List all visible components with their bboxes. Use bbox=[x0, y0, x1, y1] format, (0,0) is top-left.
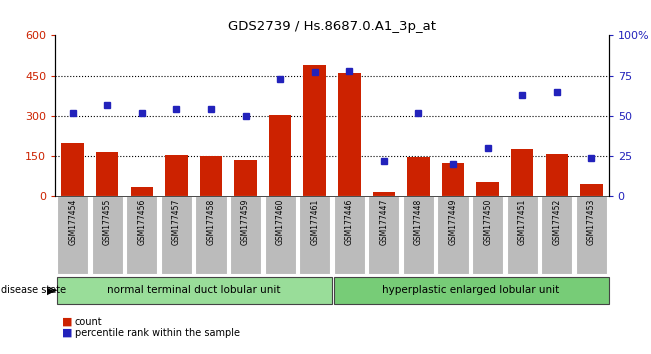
Bar bbox=[472, 196, 503, 274]
Text: ▶: ▶ bbox=[47, 285, 55, 295]
Text: disease state: disease state bbox=[1, 285, 66, 295]
Bar bbox=[131, 187, 153, 196]
Bar bbox=[408, 157, 430, 196]
Bar bbox=[264, 196, 296, 274]
Bar bbox=[338, 73, 361, 196]
Text: ■: ■ bbox=[62, 317, 72, 327]
Bar bbox=[57, 277, 332, 304]
Bar bbox=[161, 196, 192, 274]
Title: GDS2739 / Hs.8687.0.A1_3p_at: GDS2739 / Hs.8687.0.A1_3p_at bbox=[228, 20, 436, 33]
Bar bbox=[334, 277, 609, 304]
Text: GSM177453: GSM177453 bbox=[587, 199, 596, 245]
Bar bbox=[234, 160, 256, 196]
Text: GSM177452: GSM177452 bbox=[552, 199, 561, 245]
Bar bbox=[126, 196, 158, 274]
Text: normal terminal duct lobular unit: normal terminal duct lobular unit bbox=[107, 285, 281, 295]
Bar bbox=[580, 184, 603, 196]
Bar bbox=[403, 196, 434, 274]
Text: GSM177455: GSM177455 bbox=[103, 199, 112, 245]
Text: hyperplastic enlarged lobular unit: hyperplastic enlarged lobular unit bbox=[381, 285, 559, 295]
Bar bbox=[269, 115, 292, 196]
Bar bbox=[230, 196, 261, 274]
Bar bbox=[437, 196, 469, 274]
Text: GSM177451: GSM177451 bbox=[518, 199, 527, 245]
Bar bbox=[299, 196, 330, 274]
Bar bbox=[477, 182, 499, 196]
Bar bbox=[442, 163, 464, 196]
Text: GSM177450: GSM177450 bbox=[483, 199, 492, 245]
Text: GSM177448: GSM177448 bbox=[414, 199, 423, 245]
Bar bbox=[372, 192, 395, 196]
Bar bbox=[165, 155, 187, 196]
Text: GSM177449: GSM177449 bbox=[449, 199, 458, 245]
Text: GSM177454: GSM177454 bbox=[68, 199, 77, 245]
Text: GSM177460: GSM177460 bbox=[275, 199, 284, 245]
Bar bbox=[368, 196, 400, 274]
Bar bbox=[334, 196, 365, 274]
Bar bbox=[506, 196, 538, 274]
Text: ■: ■ bbox=[62, 328, 72, 338]
Bar bbox=[511, 149, 533, 196]
Text: GSM177461: GSM177461 bbox=[311, 199, 319, 245]
Bar bbox=[303, 65, 326, 196]
Bar bbox=[92, 196, 123, 274]
Text: GSM177456: GSM177456 bbox=[137, 199, 146, 245]
Bar bbox=[57, 196, 88, 274]
Text: count: count bbox=[75, 317, 102, 327]
Bar bbox=[546, 154, 568, 196]
Bar bbox=[195, 196, 227, 274]
Bar bbox=[61, 143, 84, 196]
Text: GSM177459: GSM177459 bbox=[241, 199, 250, 245]
Bar bbox=[200, 156, 222, 196]
Bar bbox=[541, 196, 572, 274]
Text: GSM177446: GSM177446 bbox=[345, 199, 353, 245]
Bar bbox=[96, 152, 118, 196]
Text: GSM177447: GSM177447 bbox=[380, 199, 389, 245]
Text: percentile rank within the sample: percentile rank within the sample bbox=[75, 328, 240, 338]
Bar bbox=[576, 196, 607, 274]
Text: GSM177457: GSM177457 bbox=[172, 199, 181, 245]
Text: GSM177458: GSM177458 bbox=[206, 199, 215, 245]
